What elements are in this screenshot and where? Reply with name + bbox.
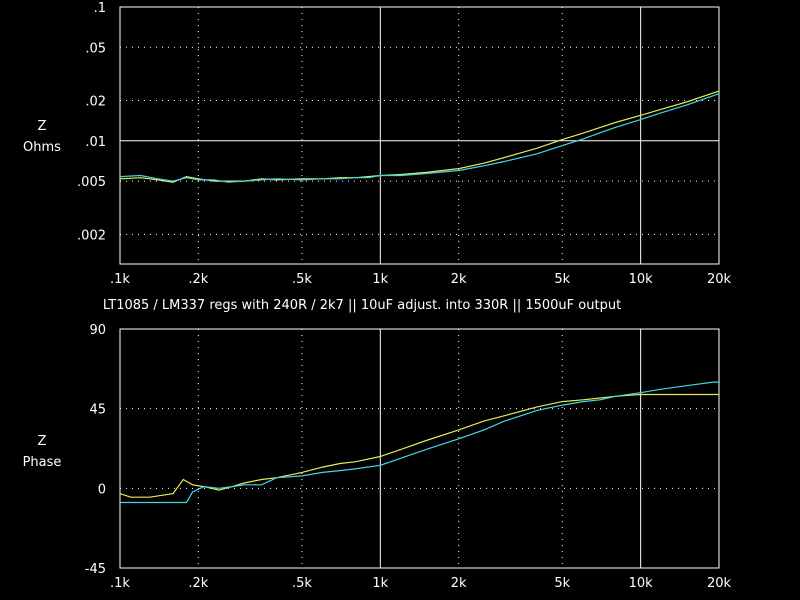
y-tick-label: -45 bbox=[85, 562, 106, 577]
y-tick-label: 90 bbox=[89, 323, 106, 338]
x-tick-label: .2k bbox=[188, 576, 208, 591]
series-line-2 bbox=[120, 381, 719, 504]
y-tick-label: .01 bbox=[85, 135, 106, 150]
x-tick-label: 2k bbox=[451, 272, 467, 287]
x-tick-label: 5k bbox=[554, 576, 570, 591]
plot-caption: LT1085 / LM337 regs with 240R / 2k7 || 1… bbox=[103, 298, 621, 313]
plot-frame bbox=[119, 328, 720, 569]
y-axis-label: Phase bbox=[23, 455, 62, 470]
x-tick-label: 5k bbox=[554, 272, 570, 287]
plot-frame bbox=[119, 6, 720, 265]
y-tick-label: .005 bbox=[77, 175, 106, 190]
series-line-2 bbox=[119, 93, 720, 183]
y-axis-label: Z bbox=[38, 119, 47, 134]
x-tick-label: 10k bbox=[629, 576, 654, 591]
x-tick-label: 1k bbox=[372, 576, 388, 591]
y-tick-label: 0 bbox=[98, 482, 106, 497]
y-axis-label: Z bbox=[38, 434, 47, 449]
x-tick-label: 2k bbox=[451, 576, 467, 591]
x-tick-label: 20k bbox=[707, 272, 732, 287]
y-tick-label: .02 bbox=[85, 95, 106, 110]
series-line-1 bbox=[119, 90, 720, 183]
y-tick-label: 45 bbox=[89, 403, 106, 418]
x-tick-label: .5k bbox=[292, 576, 312, 591]
x-tick-label: .5k bbox=[292, 272, 312, 287]
y-tick-label: .002 bbox=[77, 228, 106, 243]
x-tick-label: .1k bbox=[110, 576, 130, 591]
chart-panel-1: .1k .2k .5k 1k 2k 5k 10k 20k .1 .05 .02 .01 .005 .002… bbox=[23, 1, 731, 287]
y-tick-label: .1 bbox=[94, 1, 106, 16]
x-tick-label: 20k bbox=[707, 576, 732, 591]
x-tick-label: .1k bbox=[110, 272, 130, 287]
y-tick-label: .05 bbox=[85, 41, 106, 56]
x-tick-label: 10k bbox=[629, 272, 654, 287]
chart-panel-2: .1k .2k .5k 1k 2k 5k 10k 20k 90 45 0 -45 Z Phase bbox=[23, 323, 732, 591]
y-axis-label: Ohms bbox=[23, 140, 61, 155]
x-tick-label: .2k bbox=[188, 272, 208, 287]
x-tick-label: 1k bbox=[372, 272, 388, 287]
